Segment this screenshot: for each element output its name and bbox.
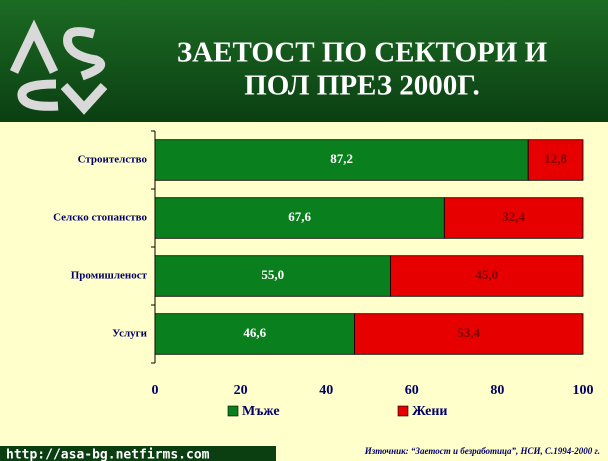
category-label: Услуги <box>112 328 147 340</box>
legend-label: Мъже <box>242 404 280 419</box>
bar-segment <box>354 313 584 355</box>
bar-segment <box>527 139 584 181</box>
data-label: 45,0 <box>475 267 498 282</box>
data-label: 12,8 <box>544 151 567 166</box>
title-line: ПОЛ ПРЕЗ 2000Г. <box>244 70 479 102</box>
category-label: Селско стопанство <box>53 212 147 224</box>
data-label: 55,0 <box>261 267 284 282</box>
bar-segment <box>389 255 584 297</box>
data-label: 32,4 <box>502 209 525 224</box>
x-tick-label: 20 <box>234 383 248 398</box>
legend-label: Жени <box>412 404 447 419</box>
data-label: 67,6 <box>288 209 311 224</box>
category-label: Промишленост <box>71 270 148 282</box>
x-tick-label: 0 <box>152 383 159 398</box>
bar-segment <box>443 197 584 239</box>
x-tick-label: 40 <box>319 383 333 398</box>
title-line: ЗАЕТОСТ ПО СЕКТОРИ И <box>177 37 548 69</box>
bar-segment <box>154 139 529 181</box>
bar-segment <box>154 255 391 297</box>
url-box <box>0 446 276 461</box>
legend-swatch <box>227 405 239 417</box>
source: Източник: “Заетост и безработица”, НСИ, … <box>364 446 600 456</box>
data-label: 87,2 <box>330 151 353 166</box>
url: http://asa-bg.netfirms.com <box>6 448 210 461</box>
bar-segment <box>154 313 355 355</box>
x-tick-label: 80 <box>490 383 504 398</box>
legend-swatch <box>397 405 409 417</box>
category-label: Строителство <box>78 154 148 166</box>
data-label: 46,6 <box>243 325 266 340</box>
logo <box>9 19 108 115</box>
x-tick-label: 60 <box>405 383 419 398</box>
x-tick-label: 100 <box>573 383 594 398</box>
bar-segment <box>154 197 445 239</box>
data-label: 53,4 <box>457 325 480 340</box>
